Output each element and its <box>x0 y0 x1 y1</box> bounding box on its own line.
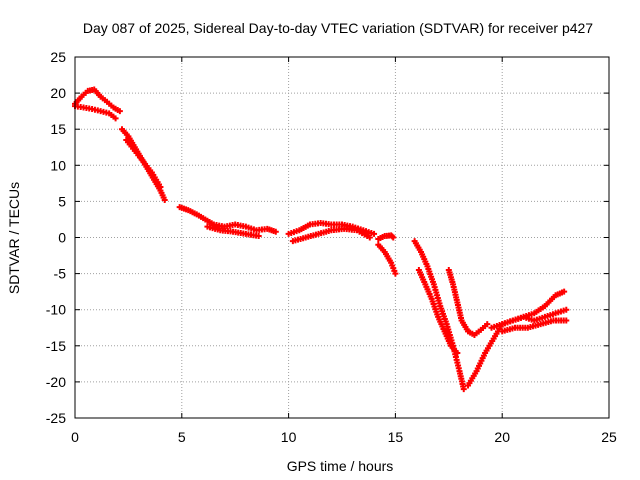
series-track-a-lower-early <box>72 103 119 122</box>
series-track-f-drop-3 <box>445 266 491 338</box>
series-track-a-upper-early <box>72 86 123 115</box>
data-point <box>371 230 378 237</box>
data-point <box>116 108 123 115</box>
x-tick-label: 0 <box>71 429 79 445</box>
series-track-d-mid-lower <box>289 225 373 245</box>
y-tick-label: 0 <box>58 230 66 246</box>
x-axis-label: GPS time / hours <box>287 458 394 474</box>
y-tick-label: -15 <box>46 338 66 354</box>
y-tick-label: -20 <box>46 374 66 390</box>
y-tick-label: 25 <box>50 49 66 65</box>
y-axis-label: SDTVAR / TECUs <box>6 182 22 294</box>
y-tick-label: -5 <box>54 266 67 282</box>
data-point <box>157 183 164 190</box>
data-points <box>72 86 570 393</box>
y-tick-label: 5 <box>58 193 66 209</box>
series-track-b-descent-inner <box>123 137 164 190</box>
x-tick-label: 10 <box>281 429 297 445</box>
series-track-e-pre15 <box>375 232 397 242</box>
y-tick-label: 10 <box>50 157 66 173</box>
series-track-g-lower <box>499 317 570 335</box>
y-tick-label: 15 <box>50 121 66 137</box>
data-point <box>255 233 262 240</box>
data-point <box>454 350 461 357</box>
data-point <box>484 321 491 328</box>
plot-frame <box>74 56 610 419</box>
data-point <box>392 270 399 277</box>
data-point <box>112 115 119 122</box>
chart-title: Day 087 of 2025, Sidereal Day-to-day VTE… <box>83 20 593 36</box>
data-point <box>161 196 168 203</box>
y-tick-label: -10 <box>46 302 66 318</box>
data-point <box>563 317 570 324</box>
data-point <box>563 306 570 313</box>
grid-lines <box>75 57 609 418</box>
series-track-f-drop-1 <box>411 238 467 393</box>
y-tick-label: 20 <box>50 85 66 101</box>
x-tick-label: 20 <box>494 429 510 445</box>
series-track-e-dip <box>375 241 399 277</box>
data-point <box>460 386 467 393</box>
data-point <box>561 288 568 295</box>
data-point <box>366 234 373 241</box>
data-point <box>272 228 279 235</box>
series-track-c-flat <box>176 204 279 235</box>
x-tick-label: 5 <box>178 429 186 445</box>
data-point <box>390 234 397 241</box>
series-track-g-upper <box>488 288 568 331</box>
y-tick-label: -25 <box>46 410 66 426</box>
tick-labels: 0 5 10 15 20 25 -25 -20 -15 -10 -5 0 5 10 15 20 25 <box>46 49 617 445</box>
series-track-f-drop-2 <box>415 266 461 357</box>
x-tick-label: 15 <box>388 429 404 445</box>
series-track-c-flat-lower <box>204 223 262 240</box>
x-tick-label: 25 <box>601 429 617 445</box>
